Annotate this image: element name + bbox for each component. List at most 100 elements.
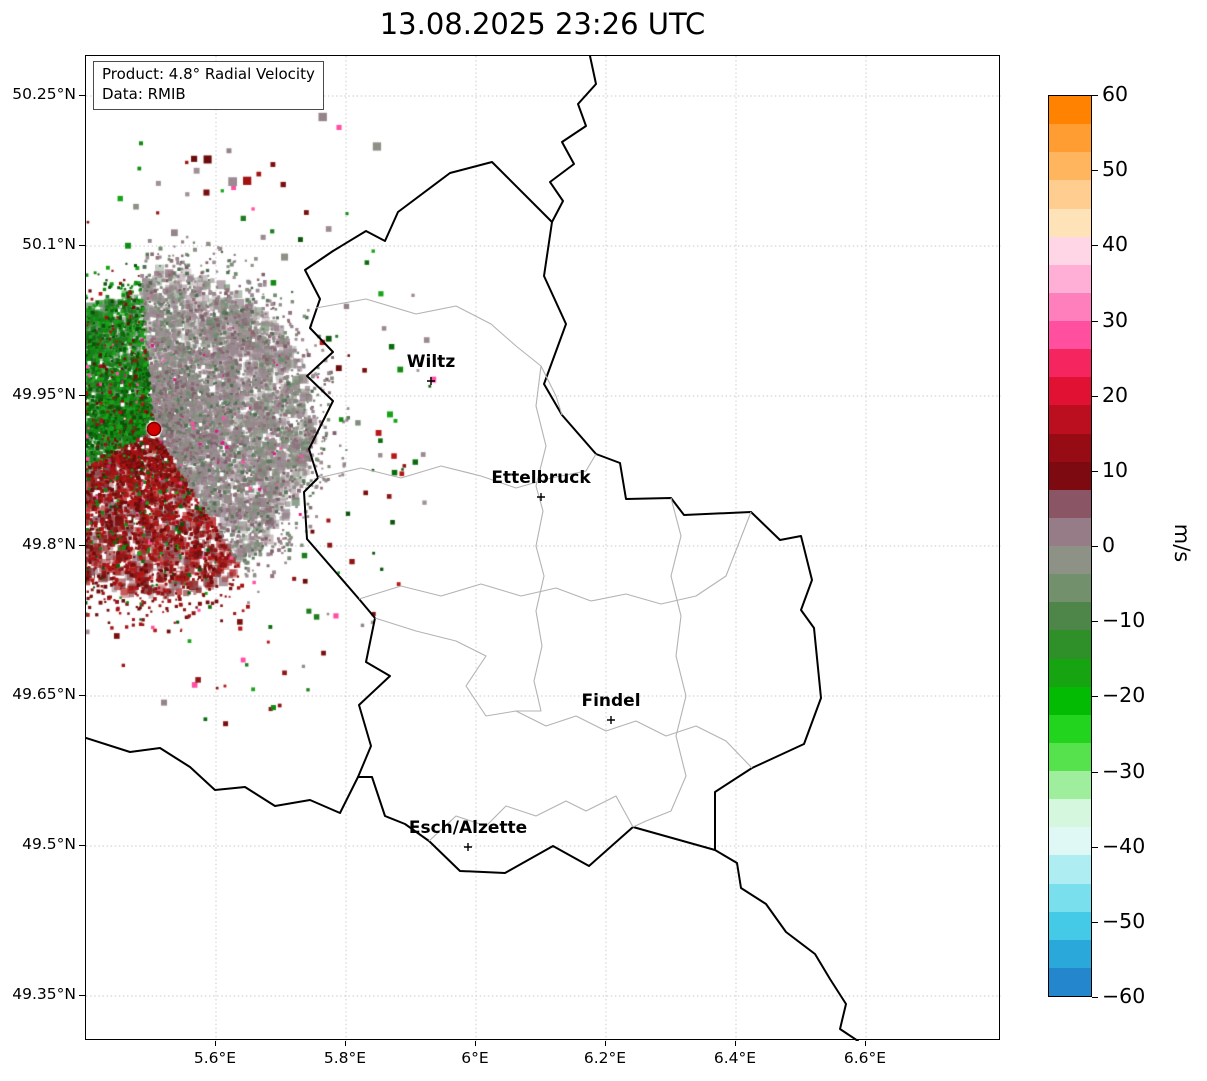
colorbar-tick-mark [1092, 95, 1098, 96]
colorbar [1048, 95, 1092, 997]
y-tick-mark [79, 545, 85, 546]
x-tick-label: 6.4°E [713, 1049, 757, 1067]
colorbar-tick-mark [1092, 245, 1098, 247]
city-markers [427, 377, 615, 851]
x-tick-label: 5.6°E [193, 1049, 237, 1067]
colorbar-segment [1049, 405, 1091, 434]
colorbar-tick-label: 60 [1102, 82, 1129, 106]
colorbar-tick-label: 0 [1102, 533, 1116, 557]
colorbar-segment [1049, 377, 1091, 406]
colorbar-tick-label: 30 [1102, 307, 1129, 332]
colorbar-tick-label: −30 [1102, 758, 1146, 783]
belgium-france-border [86, 737, 359, 814]
colorbar-segment [1049, 939, 1091, 968]
district-borders [315, 298, 753, 842]
colorbar-segment [1049, 827, 1091, 856]
colorbar-tick-label: −60 [1102, 984, 1146, 1008]
colorbar-segment [1049, 517, 1091, 546]
map-plot-area: Wiltz Ettelbruck Findel Esch/Alzette Produc… [85, 55, 1001, 1041]
y-tick-mark [79, 395, 85, 396]
colorbar-segment [1049, 208, 1091, 237]
y-tick-mark [79, 995, 85, 996]
colorbar-tick-mark [1092, 470, 1098, 472]
colorbar-tick-label: 20 [1102, 382, 1129, 407]
x-tick-mark [735, 1041, 736, 1046]
colorbar-segment [1049, 630, 1091, 659]
city-marker [464, 843, 472, 851]
luxembourg-border [303, 161, 822, 874]
colorbar-tick-mark [1092, 997, 1098, 998]
belgium-germany-border [549, 56, 597, 223]
colorbar-segment [1049, 714, 1091, 743]
y-tick-label: 49.95°N [12, 385, 76, 403]
radar-site-marker [146, 421, 162, 437]
product-info-box: Product: 4.8° Radial Velocity Data: RMIB [93, 61, 324, 110]
colorbar-tick-mark [1092, 320, 1098, 322]
y-tick-mark [79, 95, 85, 96]
x-tick-label: 5.8°E [323, 1049, 367, 1067]
colorbar-tick-label: 50 [1102, 157, 1129, 182]
colorbar-segment [1049, 602, 1091, 631]
colorbar-segment [1049, 967, 1091, 996]
colorbar-segment [1049, 124, 1091, 153]
colorbar-tick-label: −50 [1102, 908, 1146, 933]
colorbar-segment [1049, 152, 1091, 181]
colorbar-segment [1049, 574, 1091, 603]
colorbar-segment [1049, 489, 1091, 518]
colorbar-segment [1049, 855, 1091, 884]
colorbar-tick-label: −20 [1102, 683, 1146, 708]
colorbar-segment [1049, 546, 1091, 575]
x-tick-mark [215, 1041, 216, 1046]
colorbar-tick-mark [1092, 846, 1098, 848]
city-marker [607, 716, 615, 724]
x-tick-mark [605, 1041, 606, 1046]
y-tick-label: 49.8°N [22, 535, 76, 553]
colorbar-segment [1049, 264, 1091, 293]
colorbar-tick-mark [1092, 696, 1098, 698]
colorbar-unit-label: m/s [1170, 523, 1195, 563]
y-tick-label: 50.1°N [22, 235, 76, 253]
colorbar-tick-mark [1092, 921, 1098, 923]
x-tick-label: 6°E [461, 1049, 489, 1067]
colorbar-tick-mark [1092, 546, 1098, 547]
y-tick-label: 49.35°N [12, 985, 76, 1003]
x-tick-mark [345, 1041, 346, 1046]
colorbar-segment [1049, 771, 1091, 800]
y-tick-mark [79, 245, 85, 246]
colorbar-segment [1049, 292, 1091, 321]
data-source-label: Data: RMIB [102, 84, 186, 103]
city-marker [427, 377, 435, 385]
x-tick-mark [865, 1041, 866, 1046]
colorbar-segment [1049, 321, 1091, 350]
colorbar-segment [1049, 180, 1091, 209]
product-label: Product: 4.8° Radial Velocity [102, 65, 315, 83]
colorbar-segment [1049, 96, 1091, 125]
y-tick-label: 50.25°N [12, 85, 76, 103]
y-tick-label: 49.65°N [12, 685, 76, 703]
x-tick-label: 6.6°E [843, 1049, 887, 1067]
colorbar-segment [1049, 883, 1091, 912]
y-tick-mark [79, 845, 85, 846]
figure-title: 13.08.2025 23:26 UTC [379, 7, 706, 41]
city-marker [537, 493, 545, 501]
colorbar-segment [1049, 686, 1091, 715]
colorbar-segment [1049, 236, 1091, 265]
x-tick-label: 6.2°E [583, 1049, 627, 1067]
colorbar-tick-label: −10 [1102, 608, 1146, 633]
colorbar-segment [1049, 349, 1091, 378]
colorbar-segment [1049, 911, 1091, 940]
colorbar-segment [1049, 799, 1091, 828]
x-tick-mark [475, 1041, 476, 1046]
map-border-layer [86, 56, 859, 1041]
colorbar-tick-label: 40 [1102, 232, 1129, 257]
colorbar-segment [1049, 742, 1091, 771]
colorbar-tick-label: −40 [1102, 833, 1146, 858]
radar-velocity-layer [86, 56, 1001, 1041]
france-germany-border [714, 849, 859, 1041]
colorbar-tick-mark [1092, 395, 1098, 397]
colorbar-tick-mark [1092, 771, 1098, 773]
colorbar-tick-label: 10 [1102, 457, 1129, 482]
colorbar-segment [1049, 461, 1091, 490]
y-tick-mark [79, 695, 85, 696]
